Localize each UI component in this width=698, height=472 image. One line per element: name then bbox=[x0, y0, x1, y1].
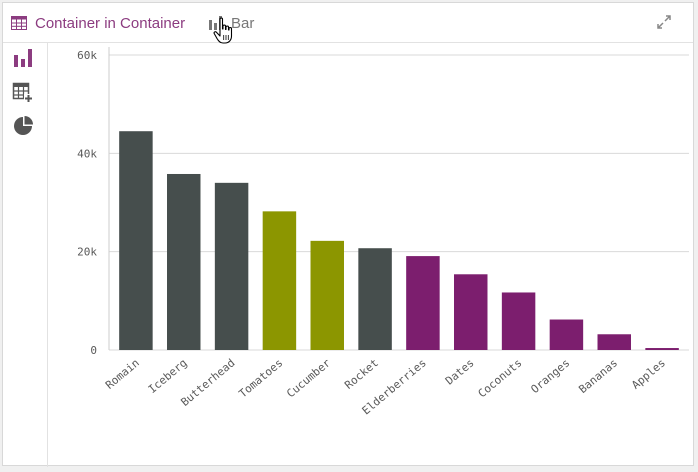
bar-chart-icon bbox=[14, 49, 32, 67]
bar-elderberries[interactable] bbox=[406, 256, 440, 350]
x-tick-label: Oranges bbox=[528, 356, 572, 396]
y-tick-label: 0 bbox=[90, 344, 97, 357]
tab-container-label: Container in Container bbox=[35, 14, 186, 32]
x-tick-label: Rocket bbox=[342, 356, 381, 392]
bar-butterhead[interactable] bbox=[214, 182, 249, 350]
sidebar-item-pie-chart[interactable] bbox=[12, 115, 34, 137]
tab-bar-label: Bar bbox=[231, 14, 255, 32]
sidebar-item-bar-chart[interactable] bbox=[12, 47, 34, 69]
bar-iceberg[interactable] bbox=[167, 173, 201, 350]
bar-apples[interactable] bbox=[645, 348, 679, 350]
bar-chart[interactable]: 0 20k 40k 60k Romain Iceberg Butterhead Tomatoe… bbox=[49, 43, 695, 467]
x-tick-label: Romain bbox=[103, 356, 142, 392]
expand-icon[interactable] bbox=[655, 13, 673, 31]
bar-cucumber[interactable] bbox=[310, 240, 344, 350]
bar-dates[interactable] bbox=[454, 274, 488, 350]
bar-chart-icon bbox=[209, 16, 223, 30]
x-tick-label: Iceberg bbox=[146, 356, 190, 396]
x-tick-label: Cucumber bbox=[284, 356, 333, 400]
y-tick-label: 20k bbox=[77, 246, 97, 259]
bar-bananas[interactable] bbox=[597, 334, 631, 350]
table-add-icon bbox=[12, 82, 33, 103]
pie-chart-icon bbox=[14, 116, 33, 135]
y-tick-label: 60k bbox=[77, 49, 97, 62]
tab-bar[interactable]: Bar bbox=[209, 3, 254, 43]
bar-oranges[interactable] bbox=[549, 319, 584, 350]
bar-rocket[interactable] bbox=[358, 248, 392, 350]
x-tick-label: Dates bbox=[443, 356, 477, 387]
sidebar bbox=[3, 43, 48, 467]
table-icon bbox=[11, 16, 27, 30]
bar-coconuts[interactable] bbox=[501, 292, 536, 350]
y-tick-label: 40k bbox=[77, 147, 97, 160]
chart-container-panel: Container in Container Bar bbox=[2, 2, 695, 467]
sidebar-item-table-add[interactable] bbox=[12, 81, 34, 103]
panel-header: Container in Container Bar bbox=[3, 3, 693, 43]
x-tick-label: Coconuts bbox=[476, 356, 525, 400]
bar-romain[interactable] bbox=[119, 131, 153, 350]
bar-tomatoes[interactable] bbox=[262, 211, 297, 350]
x-tick-label: Apples bbox=[629, 356, 668, 392]
tab-container-in-container[interactable]: Container in Container bbox=[11, 3, 185, 43]
x-tick-label: Bananas bbox=[576, 356, 620, 396]
x-tick-label: Tomatoes bbox=[236, 356, 285, 400]
